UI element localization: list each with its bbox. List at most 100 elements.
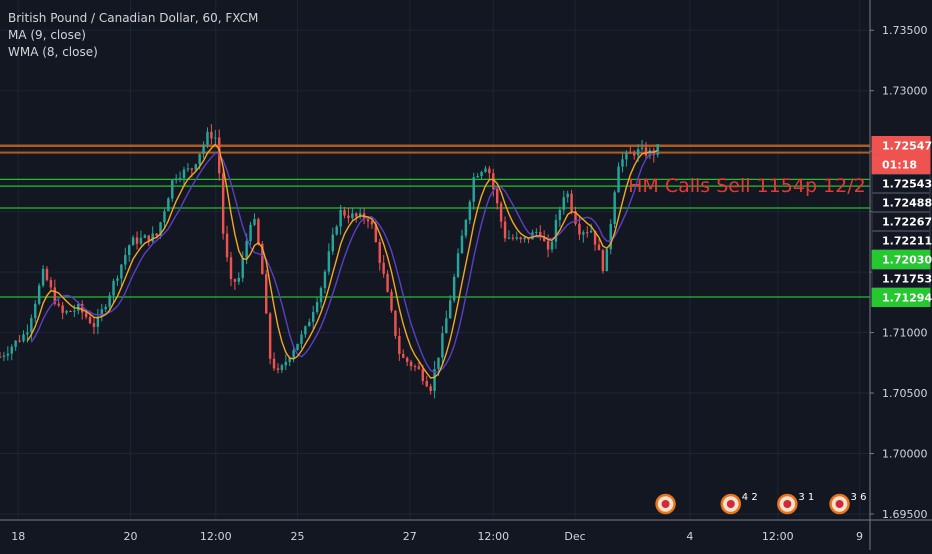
x-tick-label: 12:00 — [762, 530, 794, 543]
candle-body — [656, 144, 659, 155]
candle-body — [167, 198, 170, 212]
level-label-box[interactable] — [871, 230, 931, 250]
candle-body — [468, 201, 472, 220]
level-label[interactable]: 1.72547 — [882, 139, 932, 152]
candle-body — [488, 168, 491, 174]
candle-body — [143, 235, 147, 238]
candle-body — [229, 257, 233, 280]
x-tick-label: 4 — [686, 530, 693, 543]
candle-body — [261, 243, 264, 275]
candle-body — [358, 213, 362, 217]
candle-body — [2, 355, 6, 357]
candle-body — [640, 147, 644, 150]
candle-body — [421, 369, 425, 381]
candle-body — [218, 137, 221, 174]
candle-body — [351, 213, 354, 219]
candle-body — [456, 253, 460, 277]
x-tick-label: Dec — [564, 530, 585, 543]
candle-body — [413, 366, 417, 368]
candle-body — [617, 166, 620, 193]
candle-body — [390, 291, 393, 311]
candle-body — [546, 241, 550, 250]
level-label[interactable]: 1.72211 — [882, 234, 932, 247]
y-tick-label: 1.70500 — [882, 387, 928, 400]
price-axis[interactable]: 1.735001.730001.725001.720001.715001.710… — [869, 0, 932, 550]
level-label[interactable]: 1.72488 — [882, 196, 932, 209]
candle-body — [14, 340, 17, 347]
event-marker[interactable]: 4 2 — [720, 492, 758, 515]
moving-averages — [26, 143, 658, 379]
candle-body — [116, 278, 119, 281]
candle-body — [253, 218, 256, 225]
x-tick-label: 12:00 — [477, 530, 509, 543]
candle-body — [268, 313, 272, 359]
candle-body — [519, 237, 522, 240]
time-axis[interactable]: 18 20 12:00 25 27 12:00 Dec 4 12:00 9 — [0, 519, 932, 543]
level-label-box[interactable] — [871, 154, 931, 174]
x-tick-label: 9 — [856, 530, 863, 543]
candle-body — [476, 176, 479, 178]
candle-body — [593, 230, 597, 245]
level-label[interactable]: 1.71753 — [882, 272, 932, 285]
candle-body — [311, 311, 315, 322]
level-label-box[interactable] — [871, 173, 931, 193]
level-label[interactable]: 01:18 — [882, 158, 917, 171]
candle-body — [374, 224, 378, 243]
level-label[interactable]: 1.72030 — [882, 253, 932, 266]
candle-body — [241, 257, 244, 278]
event-marker[interactable]: 3 6 — [829, 492, 867, 515]
candle-body — [210, 131, 213, 139]
candle-body — [178, 177, 182, 179]
candle-body — [104, 306, 107, 310]
candle-body — [417, 366, 421, 370]
candle-body — [84, 312, 88, 318]
candle-body — [597, 244, 601, 251]
candle-body — [586, 232, 589, 234]
chart-annotation: HM Calls Sell 1154p 12/2 — [628, 175, 866, 197]
candle-body — [323, 271, 327, 289]
candle-body — [405, 357, 409, 362]
candle-body — [49, 280, 53, 288]
level-label-box[interactable] — [871, 287, 931, 307]
y-tick-label: 1.71000 — [882, 327, 928, 340]
level-label-box[interactable] — [871, 249, 931, 269]
flag-center — [661, 500, 670, 508]
level-label-box[interactable] — [871, 211, 931, 231]
level-label-box[interactable] — [871, 268, 931, 288]
candle-body — [26, 332, 29, 335]
candle-body — [304, 326, 307, 335]
candle-body — [621, 159, 624, 167]
level-label-box[interactable] — [871, 192, 931, 212]
candle-body — [276, 368, 280, 371]
candle-body — [449, 300, 452, 319]
candle-body — [566, 193, 569, 198]
event-marker[interactable]: 3 1 — [777, 492, 814, 515]
candle-body — [495, 189, 499, 204]
level-label-box[interactable] — [871, 135, 931, 155]
candle-body — [605, 249, 609, 272]
candle-body — [73, 310, 76, 312]
candle-body — [441, 333, 444, 358]
level-label[interactable]: 1.71294 — [882, 291, 932, 304]
candle-body — [163, 211, 166, 223]
candle-body — [135, 237, 139, 244]
candle-body — [644, 147, 648, 156]
candle-body — [319, 288, 323, 303]
candle-body — [245, 240, 248, 258]
level-label[interactable]: 1.72267 — [882, 215, 932, 228]
candle-body — [437, 357, 440, 370]
candle-body — [633, 152, 636, 156]
candle-body — [41, 268, 45, 286]
level-label[interactable]: 1.72543 — [882, 177, 932, 190]
candle-body — [155, 233, 158, 236]
candle-body — [186, 168, 190, 170]
candle-body — [225, 233, 229, 258]
candle-body — [69, 310, 72, 312]
candle-body — [92, 323, 96, 327]
event-marker[interactable] — [655, 493, 676, 515]
event-markers[interactable]: 4 2 3 1 3 6 — [655, 492, 867, 515]
candle-body — [127, 245, 131, 255]
flag-center — [783, 500, 792, 508]
